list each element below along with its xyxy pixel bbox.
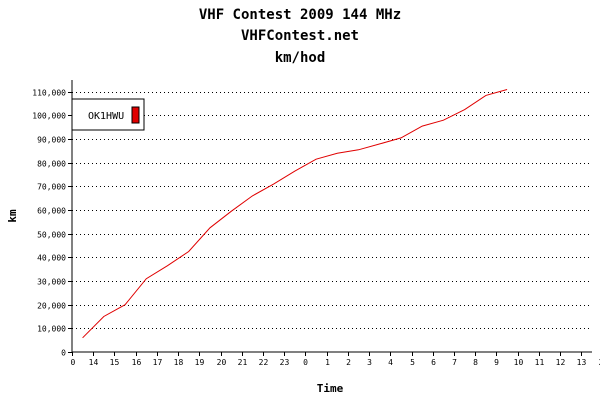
x-tick-label: 10 [514, 358, 524, 367]
x-tick-label: 7 [452, 358, 457, 367]
y-ticks: 0 10,000 20,000 30,000 40,000 50,000 60,000 70,… [32, 89, 72, 358]
x-tick-label: 8 [473, 358, 478, 367]
x-tick-label: 23 [280, 358, 290, 367]
x-tick-label: 20 [217, 358, 227, 367]
x-tick-label: 3 [367, 358, 372, 367]
legend-label-ok1hwu: OK1HWU [88, 111, 124, 122]
y-tick-label: 110,000 [32, 89, 66, 98]
x-tick-label: 19 [195, 358, 205, 367]
x-tick-label: 12 [556, 358, 566, 367]
y-tick-label: 30,000 [37, 278, 66, 287]
y-tick-label: 70,000 [37, 183, 66, 192]
y-tick-label: 0 [61, 349, 66, 358]
x-ticks: 0141516171819202122230123456789101112132… [71, 352, 600, 367]
x-axis-title: Time [317, 382, 344, 395]
x-tick-label: 21 [238, 358, 248, 367]
x-tick-label: 11 [535, 358, 545, 367]
x-tick-label: 13 [577, 358, 587, 367]
y-tick-label: 80,000 [37, 160, 66, 169]
y-tick-label: 20,000 [37, 302, 66, 311]
legend-swatch-ok1hwu [131, 106, 140, 124]
x-tick-label: 17 [153, 358, 163, 367]
x-tick-label: 0 [71, 358, 76, 367]
legend: OK1HWU [71, 98, 145, 131]
y-tick-label: 100,000 [32, 112, 66, 121]
y-axis-title: km [6, 209, 19, 223]
x-tick-label: 9 [494, 358, 499, 367]
x-tick-label: 1 [325, 358, 330, 367]
y-tick-label: 10,000 [37, 325, 66, 334]
x-tick-label: 4 [388, 358, 393, 367]
x-tick-label: 6 [431, 358, 436, 367]
series-line-ok1hwu [82, 89, 508, 339]
chart-title: VHF Contest 2009 144 MHz [199, 7, 401, 23]
x-tick-label: 18 [174, 358, 184, 367]
x-tick-label: 0 [303, 358, 308, 367]
chart-subtitle: VHFContest.net [241, 28, 359, 44]
x-tick-label: 2 [346, 358, 351, 367]
y-tick-label: 60,000 [37, 207, 66, 216]
y-tick-label: 50,000 [37, 231, 66, 240]
x-tick-label: 14 [89, 358, 99, 367]
x-tick-label: 5 [410, 358, 415, 367]
y-tick-label: 90,000 [37, 136, 66, 145]
x-tick-label: 15 [110, 358, 120, 367]
y-tick-label: 40,000 [37, 254, 66, 263]
grid [72, 92, 592, 329]
x-tick-label: 24 [599, 358, 600, 367]
x-tick-label: 22 [259, 358, 269, 367]
chart-subtitle-units: km/hod [275, 50, 326, 66]
x-tick-label: 16 [132, 358, 142, 367]
series [82, 89, 508, 339]
